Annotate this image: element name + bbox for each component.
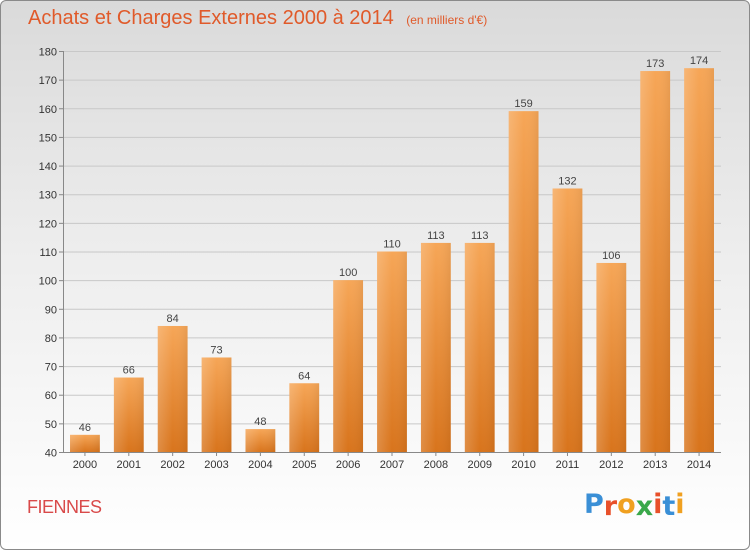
- value-label-2012: 106: [602, 250, 620, 262]
- commune-name: FIENNES: [27, 497, 102, 517]
- value-label-2006: 100: [339, 267, 357, 279]
- logo-letter: t: [662, 491, 676, 522]
- bar-shine-2007: [377, 251, 407, 452]
- value-label-2010: 159: [514, 98, 532, 110]
- bar-shine-2000: [70, 434, 100, 452]
- y-tick-label: 100: [39, 276, 57, 288]
- bars: [70, 68, 714, 453]
- y-tick-label: 110: [39, 247, 57, 259]
- y-tick-label: 130: [39, 190, 57, 202]
- x-tick-label-2010: 2010: [511, 459, 535, 471]
- bar-shine-2011: [552, 188, 583, 452]
- x-tick-label-2002: 2002: [160, 459, 184, 471]
- labels: 40 50 60 70 80 90 100 110 120 130 140 150 160 170 180 4…: [39, 47, 712, 472]
- x-tick-label-2003: 2003: [204, 459, 228, 471]
- y-tick-label: 40: [45, 448, 57, 460]
- y-tick-label: 120: [39, 218, 57, 230]
- x-tick-label-2012: 2012: [599, 459, 623, 471]
- chart-title: Achats et Charges Externes 2000 à 2014: [28, 7, 394, 29]
- bar-shine-2001: [113, 377, 144, 452]
- logo-letter: i: [675, 489, 685, 520]
- x-tick-label-2007: 2007: [380, 459, 404, 471]
- logo-letter: r: [603, 491, 618, 522]
- x-tick-label-2001: 2001: [117, 459, 141, 471]
- y-tick-label: 170: [39, 75, 57, 87]
- value-label-2001: 66: [123, 365, 135, 377]
- value-label-2011: 132: [558, 175, 576, 187]
- bar-shine-2004: [245, 429, 276, 452]
- logo-letter: P: [584, 489, 604, 520]
- value-label-2002: 84: [167, 313, 179, 325]
- x-tick-label-2011: 2011: [556, 459, 580, 471]
- y-tick-label: 140: [39, 161, 57, 173]
- x-tick-label-2014: 2014: [687, 459, 711, 471]
- value-label-2003: 73: [210, 344, 222, 356]
- bar-shine-2002: [157, 325, 188, 452]
- logo-letter: o: [617, 489, 636, 520]
- y-tick-label: 90: [45, 304, 57, 316]
- value-label-2005: 64: [298, 370, 310, 382]
- bar-shine-2008: [420, 242, 451, 452]
- y-tick-label: 50: [45, 419, 57, 431]
- value-label-2009: 113: [471, 230, 489, 242]
- bar-shine-2014: [684, 68, 714, 452]
- bar-shine-2009: [464, 242, 495, 452]
- logo-letter: x: [635, 491, 654, 522]
- value-label-2000: 46: [79, 422, 91, 434]
- value-label-2014: 174: [690, 55, 708, 67]
- axes: [59, 51, 721, 456]
- bar-shine-2013: [640, 71, 671, 453]
- x-tick-label-2000: 2000: [73, 459, 97, 471]
- bar-shine-2003: [201, 357, 232, 452]
- value-label-2013: 173: [646, 58, 664, 70]
- proxiti-logo[interactable]: Proxiti: [584, 489, 685, 522]
- y-tick-label: 180: [39, 47, 57, 59]
- unit-label: (en milliers d'€): [406, 13, 488, 27]
- x-tick-label-2008: 2008: [424, 459, 448, 471]
- x-tick-label-2006: 2006: [336, 459, 360, 471]
- bar-shine-2010: [508, 111, 539, 453]
- y-tick-label: 70: [45, 362, 57, 374]
- value-label-2007: 110: [383, 239, 401, 251]
- y-tick-label: 60: [45, 390, 57, 402]
- title-line: Achats et Charges Externes 2000 à 2014 (…: [28, 7, 487, 30]
- y-tick-label: 160: [39, 104, 57, 116]
- logo-letter: i: [653, 489, 663, 520]
- x-tick-label-2004: 2004: [248, 459, 272, 471]
- value-label-2008: 113: [427, 230, 445, 242]
- bar-shine-2005: [289, 383, 320, 452]
- y-tick-label: 80: [45, 333, 57, 345]
- bar-shine-2012: [596, 262, 627, 452]
- value-label-2004: 48: [254, 416, 266, 428]
- x-tick-label-2013: 2013: [643, 459, 667, 471]
- y-tick-label: 150: [39, 132, 57, 144]
- bar-shine-2006: [333, 280, 364, 452]
- x-tick-label-2009: 2009: [467, 459, 491, 471]
- x-tick-label-2005: 2005: [292, 459, 316, 471]
